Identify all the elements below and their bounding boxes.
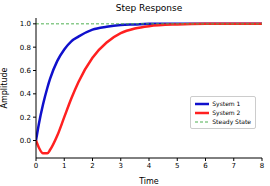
svg-text:Amplitude: Amplitude <box>8 67 9 108</box>
svg-text:1: 1 <box>62 162 66 170</box>
svg-text:Time: Time <box>138 177 159 186</box>
svg-text:0.6: 0.6 <box>20 67 32 75</box>
svg-text:6: 6 <box>203 162 208 170</box>
svg-text:4: 4 <box>147 162 152 170</box>
svg-text:2: 2 <box>90 162 94 170</box>
html-text:System 1: System 1 <box>212 100 241 107</box>
svg-text:0: 0 <box>34 162 38 170</box>
svg-text:0.2: 0.2 <box>20 114 31 122</box>
svg-text:3: 3 <box>119 162 123 170</box>
svg-text:8: 8 <box>260 162 262 170</box>
svg-text:7: 7 <box>232 162 236 170</box>
svg-text:1.0: 1.0 <box>20 20 31 28</box>
svg-text:5: 5 <box>175 162 179 170</box>
html-text:Step Response: Step Response <box>115 3 183 13</box>
html-text:Steady State: Steady State <box>212 118 251 125</box>
svg-text:0.4: 0.4 <box>20 90 32 98</box>
svg-text:0.0: 0.0 <box>20 137 31 145</box>
svg-text:0.8: 0.8 <box>20 44 31 52</box>
html-text:System 2: System 2 <box>212 109 241 116</box>
